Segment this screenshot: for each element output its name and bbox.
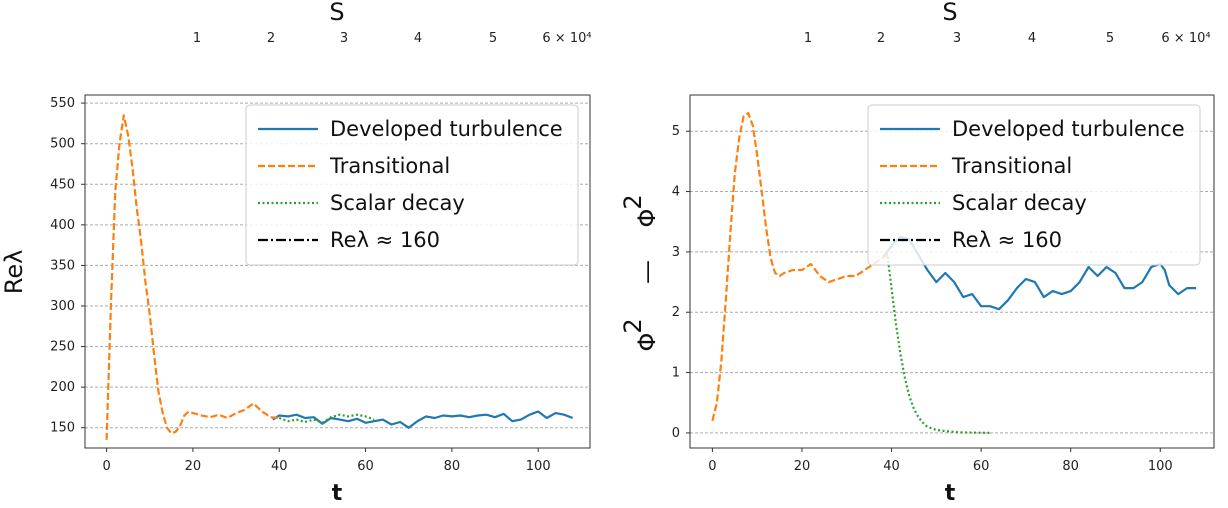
x-tick-label: 80 bbox=[444, 459, 461, 474]
y-axis-label-bar: — bbox=[633, 260, 661, 284]
x-tick-label: 100 bbox=[526, 459, 551, 474]
top-axis-tick-label: 4 bbox=[1028, 31, 1036, 46]
legend-label: Transitional bbox=[951, 154, 1072, 178]
x-tick-label: 60 bbox=[357, 459, 374, 474]
y-tick-label: 500 bbox=[50, 137, 75, 152]
top-axis-tick-label: 2 bbox=[267, 31, 275, 46]
plot-frame bbox=[689, 94, 1215, 449]
y-axis-label-phi: Φ bbox=[633, 333, 661, 352]
top-axis-tick-label: 5 bbox=[1106, 31, 1114, 46]
top-axis-tick-label: 3 bbox=[953, 31, 961, 46]
legend: Developed turbulence Transitional Scalar d… bbox=[867, 104, 1201, 266]
top-axis-tick-label: 1 bbox=[193, 31, 201, 46]
x-tick-label: 0 bbox=[708, 459, 716, 474]
legend-label: Reλ ≈ 160 bbox=[330, 228, 440, 252]
top-axis-tick-label: 5 bbox=[489, 31, 497, 46]
legend-box bbox=[245, 104, 579, 266]
chart-panel-1: S1 2 3 4 5 6 × 10⁴150200250300350400450500550… bbox=[0, 0, 592, 506]
top-axis-tick-label: 6 × 10⁴ bbox=[1161, 31, 1210, 46]
x-tick-label: 40 bbox=[883, 459, 900, 474]
y-tick-label: 150 bbox=[50, 421, 75, 436]
y-tick-label: 300 bbox=[50, 299, 75, 314]
y-tick-label: 4 bbox=[672, 185, 680, 200]
top-axis-tick-label: 1 bbox=[804, 31, 812, 46]
series-line-transitional bbox=[105, 114, 280, 440]
top-axis-tick-label: 4 bbox=[414, 31, 422, 46]
legend: Developed turbulence Transitional Scalar d… bbox=[245, 104, 579, 266]
legend-label: Scalar decay bbox=[952, 191, 1087, 215]
x-tick-label: 60 bbox=[973, 459, 990, 474]
y-tick-label: 3 bbox=[672, 245, 680, 260]
plot-frame bbox=[84, 94, 591, 449]
y-tick-label: 350 bbox=[50, 258, 75, 273]
y-tick-label: 450 bbox=[50, 177, 75, 192]
x-axis-label: t bbox=[945, 481, 956, 506]
y-tick-label: 250 bbox=[50, 340, 75, 355]
x-axis-label: t bbox=[332, 481, 343, 506]
legend-label: Developed turbulence bbox=[952, 117, 1185, 141]
top-axis-tick-label: 3 bbox=[340, 31, 348, 46]
y-tick-label: 2 bbox=[672, 305, 680, 320]
y-axis-label: Φ2—Φ2 bbox=[619, 194, 661, 351]
y-tick-label: 0 bbox=[672, 426, 680, 441]
series-line-transitional bbox=[711, 111, 893, 422]
top-axis-title: S bbox=[329, 0, 344, 26]
y-tick-label: 400 bbox=[50, 218, 75, 233]
x-tick-label: 0 bbox=[102, 459, 110, 474]
legend-label: Transitional bbox=[329, 154, 450, 178]
top-axis-title: S bbox=[942, 0, 957, 26]
top-axis-tick-label: 2 bbox=[877, 31, 885, 46]
legend-box bbox=[867, 104, 1201, 266]
y-tick-label: 1 bbox=[672, 366, 680, 381]
y-axis-label: Reλ bbox=[0, 250, 28, 295]
x-tick-label: 80 bbox=[1062, 459, 1079, 474]
y-tick-label: 5 bbox=[672, 124, 680, 139]
series-line-developed-turbulence bbox=[881, 235, 1197, 311]
x-tick-label: 100 bbox=[1148, 459, 1173, 474]
top-axis-tick-label: 6 × 10⁴ bbox=[542, 31, 591, 46]
y-axis-label-phi: Φ bbox=[633, 209, 661, 228]
x-tick-label: 20 bbox=[794, 459, 811, 474]
y-tick-label: 550 bbox=[50, 96, 75, 111]
x-tick-label: 40 bbox=[271, 459, 288, 474]
y-tick-label: 200 bbox=[50, 380, 75, 395]
series-line-scalar-decay bbox=[278, 413, 375, 424]
series-line-developed-turbulence bbox=[272, 410, 574, 429]
y-axis-label-exponent: 2 bbox=[619, 318, 647, 333]
y-axis-label-exponent: 2 bbox=[619, 194, 647, 209]
legend-label: Developed turbulence bbox=[330, 117, 563, 141]
x-tick-label: 20 bbox=[185, 459, 202, 474]
legend-label: Reλ ≈ 160 bbox=[952, 228, 1062, 252]
legend-label: Scalar decay bbox=[330, 191, 465, 215]
